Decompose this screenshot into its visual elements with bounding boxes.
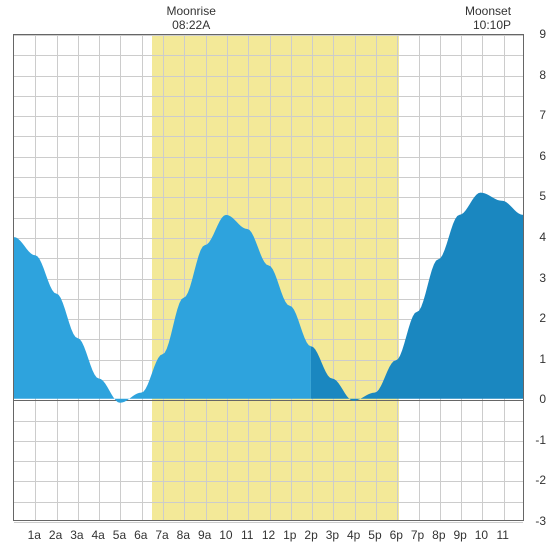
moonset-time: 10:10P (473, 18, 511, 32)
x-tick-label: 12 (262, 528, 275, 542)
x-tick-label: 8p (432, 528, 445, 542)
x-tick-label: 10 (475, 528, 488, 542)
x-tick-label: 7p (411, 528, 424, 542)
x-tick-label: 2p (304, 528, 317, 542)
y-tick-label: -1 (535, 433, 546, 447)
x-tick-label: 7a (155, 528, 168, 542)
x-tick-label: 6p (390, 528, 403, 542)
moonrise-title: Moonrise (167, 4, 216, 18)
x-tick-label: 3p (326, 528, 339, 542)
y-tick-label: 7 (539, 108, 546, 122)
tide-area-series (14, 35, 523, 520)
x-tick-label: 8a (177, 528, 190, 542)
y-tick-label: 1 (539, 352, 546, 366)
moonrise-label: Moonrise 08:22A (161, 4, 221, 33)
y-tick-label: -3 (535, 514, 546, 528)
x-tick-label: 1a (28, 528, 41, 542)
y-tick-label: 3 (539, 271, 546, 285)
x-tick-label: 11 (496, 528, 508, 542)
x-tick-label: 5a (113, 528, 126, 542)
y-tick-label: 5 (539, 189, 546, 203)
x-tick-label: 5p (368, 528, 381, 542)
y-tick-label: 2 (539, 311, 546, 325)
y-tick-label: 0 (539, 392, 546, 406)
tide-area-am (14, 215, 311, 403)
moonset-label: Moonset 10:10P (455, 4, 511, 33)
moonset-title: Moonset (465, 4, 511, 18)
x-tick-label: 4a (91, 528, 104, 542)
x-tick-label: 4p (347, 528, 360, 542)
tide-area-pm (311, 193, 523, 401)
y-tick-label: 8 (539, 68, 546, 82)
y-tick-label: -2 (535, 473, 546, 487)
x-tick-label: 1p (283, 528, 296, 542)
x-tick-label: 10 (219, 528, 232, 542)
chart-header: Moonrise 08:22A Moonset 10:10P (0, 4, 550, 34)
x-tick-label: 2a (49, 528, 62, 542)
tide-chart: Moonrise 08:22A Moonset 10:10P -3-2-1012… (0, 0, 550, 550)
y-tick-label: 6 (539, 149, 546, 163)
x-tick-label: 6a (134, 528, 147, 542)
plot-area (13, 34, 524, 521)
x-tick-label: 9a (198, 528, 211, 542)
x-tick-label: 3a (70, 528, 83, 542)
y-tick-label: 9 (539, 27, 546, 41)
y-tick-label: 4 (539, 230, 546, 244)
x-tick-label: 11 (241, 528, 253, 542)
x-tick-label: 9p (453, 528, 466, 542)
moonrise-time: 08:22A (172, 18, 210, 32)
